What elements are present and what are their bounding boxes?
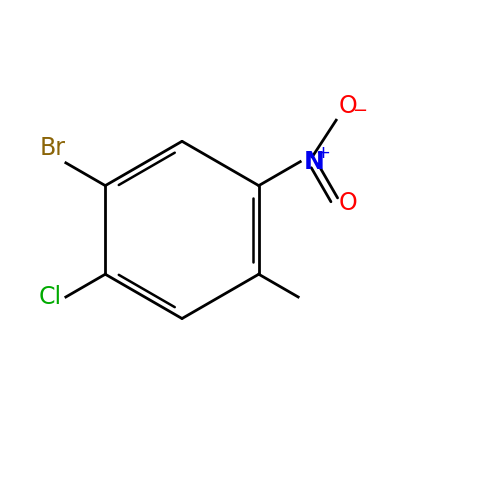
Text: Cl: Cl xyxy=(39,285,62,309)
Text: O: O xyxy=(339,94,357,118)
Text: O: O xyxy=(339,191,357,215)
Text: N: N xyxy=(304,149,325,174)
Text: +: + xyxy=(316,144,331,162)
Text: −: − xyxy=(352,102,367,120)
Text: Br: Br xyxy=(40,137,66,160)
